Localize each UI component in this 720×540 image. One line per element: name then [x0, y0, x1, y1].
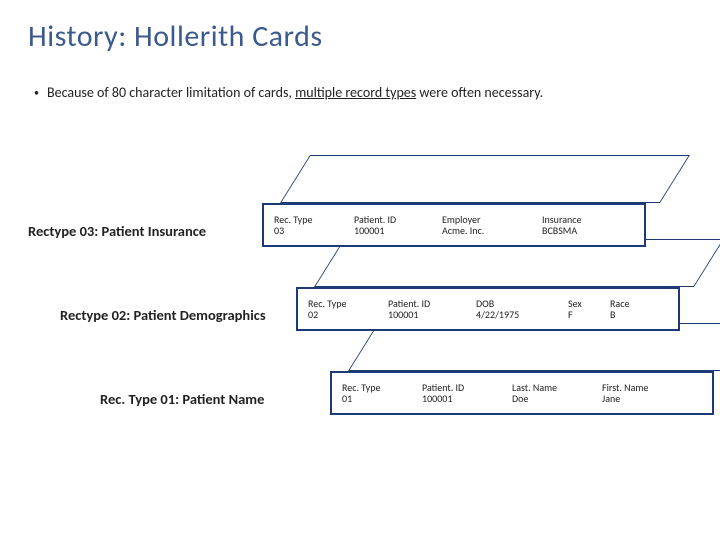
card-fields: Rec. Type01 Patient. ID100001 Last. Name… — [342, 382, 702, 405]
field-val: BCBSMA — [542, 225, 622, 237]
field: RaceB — [610, 298, 644, 321]
card-rectype-01: Rec. Type01 Patient. ID100001 Last. Name… — [330, 323, 714, 415]
field: Patient. ID100001 — [422, 382, 498, 405]
field: First. NameJane — [602, 382, 672, 405]
field-val: 02 — [308, 309, 374, 321]
bullet-line: • Because of 80 character limitation of … — [34, 84, 686, 102]
field: Patient. ID100001 — [354, 214, 428, 237]
card-face: Rec. Type02 Patient. ID100001 DOB4/22/19… — [296, 287, 680, 331]
field: EmployerAcme. Inc. — [442, 214, 528, 237]
bullet-dot-icon: • — [34, 84, 39, 102]
field-val: 100001 — [388, 309, 462, 321]
field: Rec. Type01 — [342, 382, 408, 405]
field-val: 100001 — [422, 393, 498, 405]
field: SexF — [568, 298, 596, 321]
label-rectype-02: Rectype 02: Patient Demographics — [60, 306, 266, 324]
bullet-underlined: multiple record types — [295, 84, 416, 101]
field-val: Jane — [602, 393, 672, 405]
field-val: B — [610, 309, 644, 321]
field: DOB4/22/1975 — [476, 298, 554, 321]
card-rectype-02: Rec. Type02 Patient. ID100001 DOB4/22/19… — [296, 239, 680, 331]
field-val: F — [568, 309, 596, 321]
field-val: 4/22/1975 — [476, 309, 554, 321]
card-fields: Rec. Type03 Patient. ID100001 EmployerAc… — [274, 214, 634, 237]
field-val: Doe — [512, 393, 588, 405]
slide-title: History: Hollerith Cards — [28, 18, 323, 55]
card-face: Rec. Type01 Patient. ID100001 Last. Name… — [330, 371, 714, 415]
card-fields: Rec. Type02 Patient. ID100001 DOB4/22/19… — [308, 298, 668, 321]
label-rectype-03: Rectype 03: Patient Insurance — [28, 222, 206, 240]
label-rectype-01: Rec. Type 01: Patient Name — [100, 390, 264, 408]
card-face: Rec. Type03 Patient. ID100001 EmployerAc… — [262, 203, 646, 247]
field: Rec. Type03 — [274, 214, 340, 237]
field-val: 03 — [274, 225, 340, 237]
field: Patient. ID100001 — [388, 298, 462, 321]
field-key: Race — [610, 298, 644, 310]
field: Rec. Type02 — [308, 298, 374, 321]
card-rectype-03: Rec. Type03 Patient. ID100001 EmployerAc… — [262, 155, 646, 247]
field: InsuranceBCBSMA — [542, 214, 622, 237]
field: Last. NameDoe — [512, 382, 588, 405]
bullet-text: Because of 80 character limitation of ca… — [47, 84, 543, 101]
card-lid — [280, 155, 690, 203]
bullet-prefix: Because of 80 character limitation of ca… — [47, 84, 295, 101]
bullet-suffix: were often necessary. — [416, 84, 543, 101]
field-val: 01 — [342, 393, 408, 405]
field-val: Acme. Inc. — [442, 225, 528, 237]
field-val: 100001 — [354, 225, 428, 237]
